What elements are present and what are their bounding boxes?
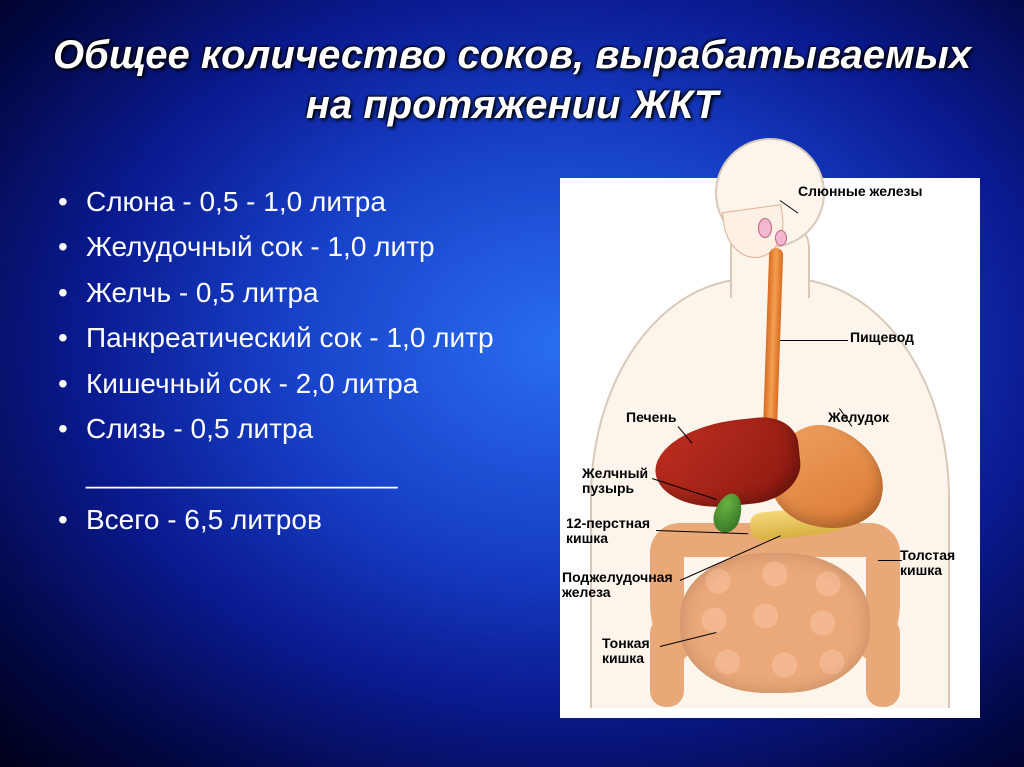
label-colon: Толстая кишка: [900, 548, 980, 579]
list-item: Желудочный сок - 1,0 литр: [58, 225, 528, 268]
label-salivary: Слюнные железы: [798, 184, 922, 199]
salivary-gland-shape: [775, 230, 787, 246]
slide: Общее количество соков, вырабатываемых н…: [0, 0, 1024, 767]
label-esophagus: Пищевод: [850, 330, 914, 345]
label-duodenum: 12-перстная кишка: [566, 516, 666, 547]
leader-line: [878, 560, 902, 561]
list-item: Панкреатический сок - 1,0 литр: [58, 316, 528, 359]
label-pancreas: Поджелудочная железа: [562, 570, 692, 601]
salivary-gland-shape: [758, 218, 772, 238]
label-gallbladder: Желчный пузырь: [582, 466, 662, 497]
label-liver: Печень: [626, 410, 676, 425]
list-item-total: Всего - 6,5 литров: [58, 498, 528, 541]
slide-title: Общее количество соков, вырабатываемых н…: [0, 30, 1024, 130]
label-stomach: Желудок: [828, 410, 889, 425]
label-small-intestine: Тонкая кишка: [602, 636, 672, 667]
list-item: Кишечный сок - 2,0 литра: [58, 362, 528, 405]
anatomy-diagram: Слюнные железы Пищевод Печень Желудок Же…: [560, 178, 980, 718]
list-item: Слюна - 0,5 - 1,0 литра: [58, 180, 528, 223]
list-item: Желчь - 0,5 литра: [58, 271, 528, 314]
small-intestine-shape: [680, 553, 870, 693]
bullet-list: Слюна - 0,5 - 1,0 литра Желудочный сок -…: [58, 180, 528, 543]
leader-line: [780, 340, 848, 341]
list-item: Слизь - 0,5 литра: [58, 407, 528, 450]
divider-line: ____________________: [58, 452, 528, 495]
